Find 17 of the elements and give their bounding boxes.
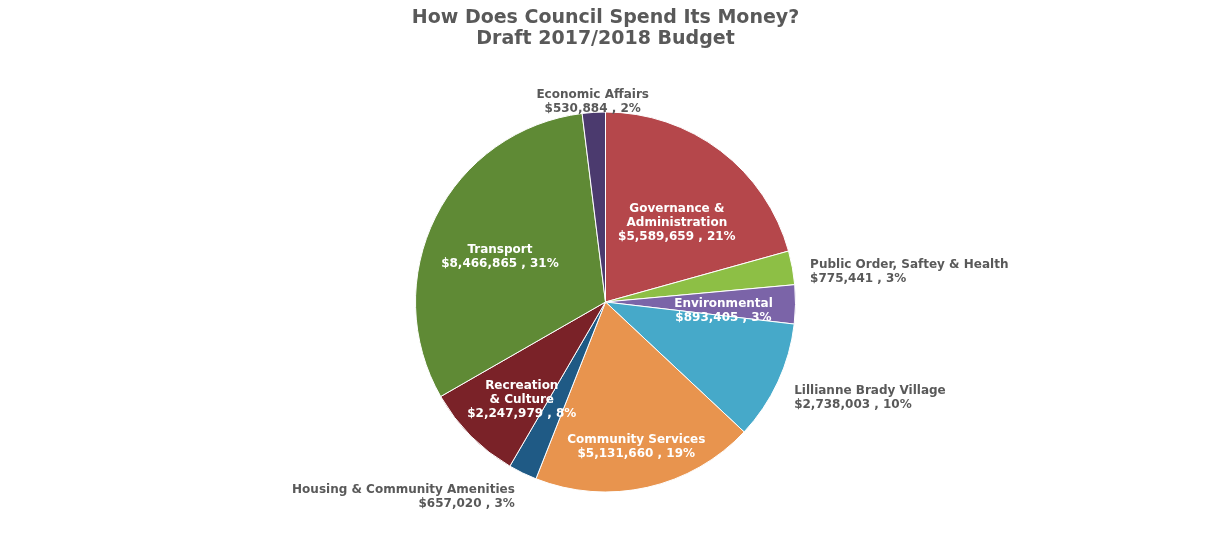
- data-label: $775,441 , 3%: [810, 271, 907, 286]
- slice-label: Community Services: [567, 431, 706, 446]
- slice-label: Governance & Administration: [626, 201, 728, 230]
- chart-subtitle: Draft 2017/2018 Budget: [476, 26, 735, 48]
- slice-label: Public Order, Saftey & Health: [810, 257, 1009, 272]
- data-label: $8,466,865 , 31%: [441, 256, 559, 271]
- data-label: $5,589,659 , 21%: [618, 229, 736, 244]
- chart-title: How Does Council Spend Its Money?: [411, 5, 800, 27]
- data-label: $657,020 , 3%: [418, 496, 515, 511]
- slice-label: Housing & Community Amenities: [292, 482, 515, 497]
- slice-label: Environmental: [674, 296, 773, 311]
- data-label: $5,131,660 , 19%: [577, 445, 696, 460]
- slice-label: Lillianne Brady Village: [794, 382, 946, 397]
- slice-label: Transport: [467, 242, 533, 257]
- data-label: $530,884 , 2%: [544, 101, 641, 116]
- slice-label: Economic Affairs: [536, 87, 649, 102]
- data-label: $2,738,003 , 10%: [794, 396, 912, 411]
